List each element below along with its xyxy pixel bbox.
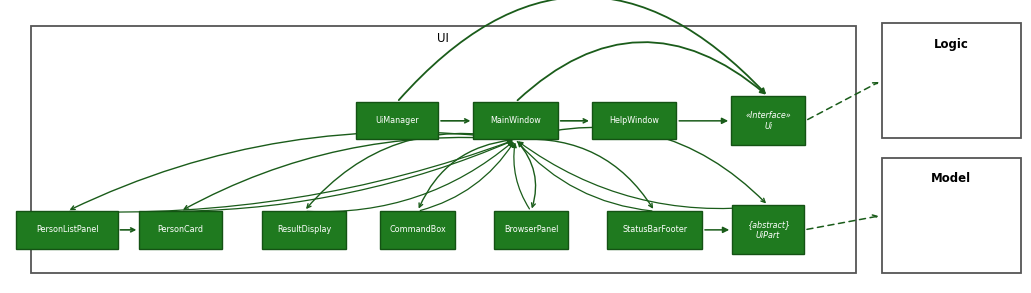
FancyBboxPatch shape <box>607 211 702 248</box>
FancyBboxPatch shape <box>592 102 676 139</box>
FancyBboxPatch shape <box>494 211 568 248</box>
Text: BrowserPanel: BrowserPanel <box>504 225 558 234</box>
Text: {abstract}
UiPart: {abstract} UiPart <box>746 220 790 240</box>
FancyBboxPatch shape <box>732 205 804 254</box>
Text: UiManager: UiManager <box>375 116 419 125</box>
FancyBboxPatch shape <box>356 102 438 139</box>
FancyBboxPatch shape <box>380 211 455 248</box>
Text: «Interface»
Ui: «Interface» Ui <box>745 111 791 131</box>
Text: PersonCard: PersonCard <box>158 225 203 234</box>
Text: Model: Model <box>931 173 971 185</box>
Text: HelpWindow: HelpWindow <box>609 116 659 125</box>
Text: UI: UI <box>437 32 450 45</box>
FancyBboxPatch shape <box>262 211 346 248</box>
Text: Logic: Logic <box>934 38 968 51</box>
Text: CommandBox: CommandBox <box>389 225 446 234</box>
FancyBboxPatch shape <box>731 96 805 145</box>
Text: ResultDisplay: ResultDisplay <box>277 225 331 234</box>
Text: StatusBarFooter: StatusBarFooter <box>622 225 688 234</box>
Text: PersonListPanel: PersonListPanel <box>36 225 98 234</box>
Text: MainWindow: MainWindow <box>490 116 541 125</box>
FancyBboxPatch shape <box>16 211 118 248</box>
FancyBboxPatch shape <box>139 211 222 248</box>
FancyBboxPatch shape <box>473 102 558 139</box>
